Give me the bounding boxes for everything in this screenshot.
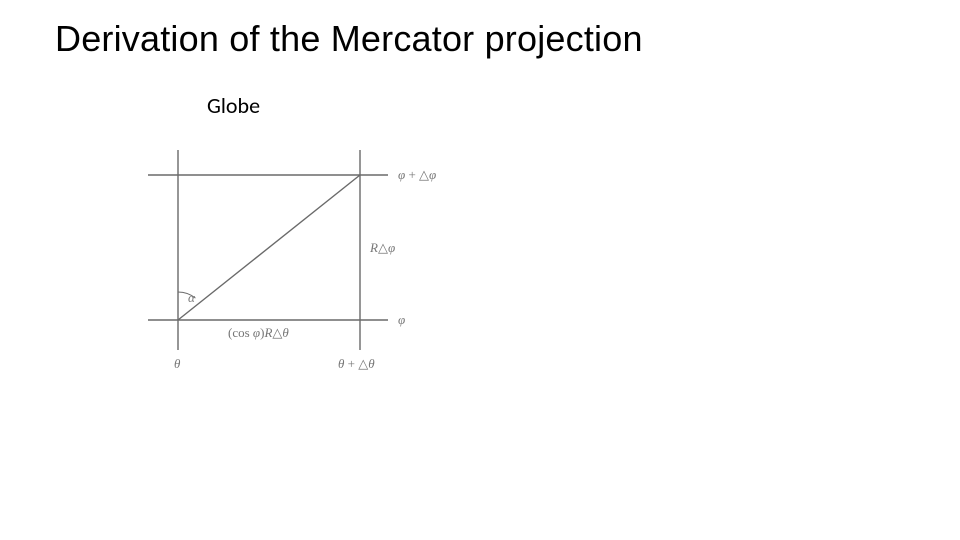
label-bottom-side: (cos φ)R△θ (228, 325, 289, 340)
page-title: Derivation of the Mercator projection (55, 18, 643, 60)
label-phi: φ (398, 312, 405, 327)
label-alpha: α (188, 290, 196, 305)
label-theta: θ (174, 356, 181, 371)
diagram-svg: α (cos φ)R△θ R△φ θ θ + △θ φ φ + △φ (130, 130, 470, 390)
label-phi-plus: φ + △φ (398, 167, 436, 182)
diagram-subtitle: Globe (207, 92, 260, 119)
diagonal-line (178, 175, 360, 320)
label-theta-plus: θ + △θ (338, 356, 375, 371)
globe-diagram: α (cos φ)R△θ R△φ θ θ + △θ φ φ + △φ (130, 130, 470, 390)
label-vertical-side: R△φ (369, 240, 395, 255)
slide: Derivation of the Mercator projection Gl… (0, 0, 960, 540)
